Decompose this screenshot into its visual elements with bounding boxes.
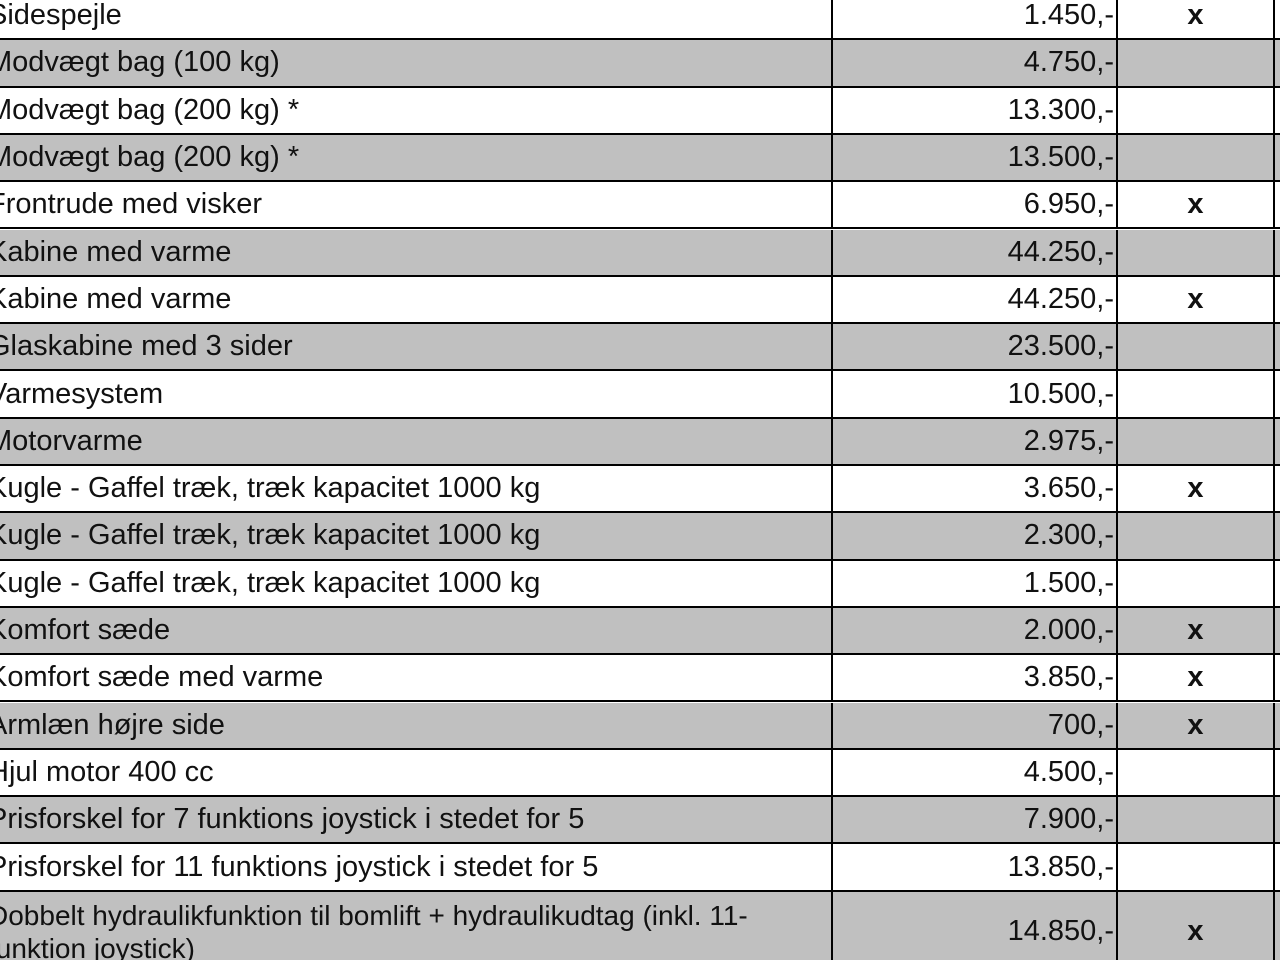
item-cell: Glaskabine med 3 sider: [0, 324, 833, 370]
mark-cell: [1118, 560, 1275, 606]
item-cell: Motorvarme: [0, 418, 833, 464]
mark-cell: x: [1118, 891, 1275, 960]
mark-cell: x: [1118, 607, 1275, 654]
price-cell: 3.650,-: [835, 466, 1118, 512]
table-row: Komfort sæde 2.000,- x: [0, 607, 1280, 656]
mark-cell: [1118, 324, 1275, 370]
table-row: Kugle - Gaffel træk, træk kapacitet 1000…: [0, 466, 1280, 514]
item-cell: Armlæn højre side: [0, 702, 833, 748]
price-cell: 14.850,-: [835, 891, 1118, 960]
table-row: Modvægt bag (200 kg) * 13.500,-: [0, 134, 1280, 183]
price-cell: 1.450,-: [835, 0, 1118, 39]
mark-cell: x: [1118, 182, 1275, 228]
table-row: Modvægt bag (100 kg) 4.750,-: [0, 40, 1280, 88]
mark-cell: x: [1118, 276, 1275, 323]
table-row: Motorvarme 2.975,-: [0, 418, 1280, 466]
item-cell: Prisforskel for 7 funktions joystick i s…: [0, 797, 833, 843]
price-cell: 23.500,-: [835, 324, 1118, 370]
mark-cell: x: [1118, 466, 1275, 512]
table-row: Modvægt bag (200 kg) * 13.300,-: [0, 87, 1280, 135]
item-cell: Kugle - Gaffel træk, træk kapacitet 1000…: [0, 560, 833, 606]
mark-cell: [1118, 513, 1275, 559]
mark-cell: x: [1118, 655, 1275, 701]
table-row: Prisforskel for 7 funktions joystick i s…: [0, 797, 1280, 845]
table-row: Kabine med varme 44.250,- x: [0, 276, 1280, 325]
price-cell: 2.000,-: [835, 607, 1118, 654]
mark-cell: x: [1118, 0, 1275, 39]
mark-cell: [1118, 749, 1275, 796]
table-row: Armlæn højre side 700,- x: [0, 702, 1280, 750]
table-row: Dobbelt hydraulikfunktion til bomlift + …: [0, 891, 1280, 960]
table-row: Kugle - Gaffel træk, træk kapacitet 1000…: [0, 513, 1280, 561]
item-cell: Prisforskel for 11 funktions joystick i …: [0, 844, 833, 890]
item-cell: Kabine med varme: [0, 276, 833, 323]
price-cell: 44.250,-: [835, 276, 1118, 323]
price-cell: 13.300,-: [835, 87, 1118, 133]
mark-cell: [1118, 371, 1275, 417]
mark-cell: [1118, 40, 1275, 86]
table-row: Kabine med varme 44.250,-: [0, 229, 1280, 277]
item-cell: Komfort sæde: [0, 607, 833, 654]
price-cell: 6.950,-: [835, 182, 1118, 228]
price-cell: 13.500,-: [835, 134, 1118, 181]
table-row: Komfort sæde med varme 3.850,- x: [0, 655, 1280, 703]
price-cell: 2.975,-: [835, 418, 1118, 464]
mark-cell: [1118, 134, 1275, 181]
item-cell: Modvægt bag (100 kg): [0, 40, 833, 86]
item-cell: Komfort sæde med varme: [0, 655, 833, 701]
mark-cell: [1118, 229, 1275, 275]
item-cell: Modvægt bag (200 kg) *: [0, 87, 833, 133]
item-cell: Hjul motor 400 cc: [0, 749, 833, 796]
item-cell: Frontrude med visker: [0, 182, 833, 228]
item-cell: Sidespejle: [0, 0, 833, 39]
item-cell: Varmesystem: [0, 371, 833, 417]
table-row: Prisforskel for 11 funktions joystick i …: [0, 844, 1280, 892]
item-cell: Kugle - Gaffel træk, træk kapacitet 1000…: [0, 513, 833, 559]
mark-cell: x: [1118, 702, 1275, 748]
price-cell: 44.250,-: [835, 229, 1118, 275]
mark-cell: [1118, 87, 1275, 133]
table-row: Sidespejle 1.450,- x: [0, 0, 1280, 41]
price-cell: 7.900,-: [835, 797, 1118, 843]
mark-cell: [1118, 844, 1275, 890]
price-cell: 1.500,-: [835, 560, 1118, 606]
table-row: Varmesystem 10.500,-: [0, 371, 1280, 419]
price-cell: 4.750,-: [835, 40, 1118, 86]
table-row: Hjul motor 400 cc 4.500,-: [0, 749, 1280, 798]
price-cell: 10.500,-: [835, 371, 1118, 417]
price-cell: 700,-: [835, 702, 1118, 748]
table-row: Glaskabine med 3 sider 23.500,-: [0, 324, 1280, 372]
price-cell: 4.500,-: [835, 749, 1118, 796]
price-cell: 2.300,-: [835, 513, 1118, 559]
price-cell: 3.850,-: [835, 655, 1118, 701]
item-cell: Modvægt bag (200 kg) *: [0, 134, 833, 181]
item-cell: Dobbelt hydraulikfunktion til bomlift + …: [0, 891, 833, 960]
mark-cell: [1118, 797, 1275, 843]
mark-cell: [1118, 418, 1275, 464]
item-cell: Kugle - Gaffel træk, træk kapacitet 1000…: [0, 466, 833, 512]
table-row: Frontrude med visker 6.950,- x: [0, 182, 1280, 230]
item-cell: Kabine med varme: [0, 229, 833, 275]
table-row: Kugle - Gaffel træk, træk kapacitet 1000…: [0, 560, 1280, 608]
price-cell: 13.850,-: [835, 844, 1118, 890]
